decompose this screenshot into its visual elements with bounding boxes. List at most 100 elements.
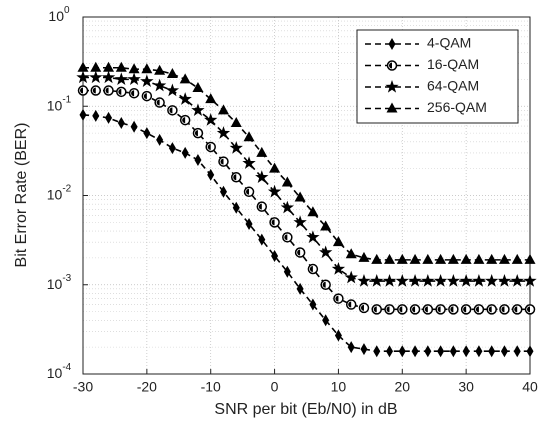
marker: [205, 141, 216, 153]
marker-shape: [488, 345, 496, 358]
marker: [360, 343, 368, 356]
marker-shape: [513, 345, 521, 358]
marker: [511, 304, 523, 315]
marker-shape: [166, 67, 178, 78]
marker-shape: [398, 345, 406, 358]
marker-shape: [409, 253, 421, 264]
marker: [358, 251, 370, 262]
marker-shape: [207, 143, 211, 150]
marker-shape: [433, 274, 448, 287]
y-tick-label: 10-3: [47, 272, 72, 291]
marker-shape: [527, 306, 530, 313]
marker: [307, 206, 319, 217]
marker: [271, 249, 279, 262]
marker-shape: [115, 61, 127, 72]
marker-shape: [76, 70, 90, 84]
marker-shape: [114, 72, 128, 86]
marker: [166, 67, 178, 78]
marker-shape: [246, 188, 250, 195]
marker: [498, 253, 510, 264]
marker: [229, 141, 243, 154]
marker: [243, 186, 255, 198]
marker-shape: [309, 298, 317, 311]
legend-label: 64-QAM: [427, 78, 479, 94]
marker: [194, 153, 202, 166]
marker: [281, 176, 293, 187]
marker: [384, 304, 395, 315]
x-tick-label: 10: [331, 379, 347, 395]
marker-shape: [182, 117, 186, 124]
marker-shape: [514, 306, 518, 313]
marker: [219, 185, 227, 198]
marker: [523, 274, 537, 287]
y-tick-base: 10: [47, 97, 63, 113]
marker-shape: [217, 104, 229, 115]
marker-shape: [141, 63, 153, 74]
marker: [101, 70, 116, 84]
marker-shape: [283, 265, 291, 278]
marker: [114, 72, 128, 86]
marker-shape: [169, 107, 173, 114]
marker-shape: [388, 38, 396, 50]
marker-shape: [130, 120, 138, 133]
marker-shape: [284, 234, 288, 241]
marker: [89, 70, 103, 84]
marker: [433, 274, 448, 287]
marker-shape: [472, 274, 486, 287]
marker: [395, 274, 409, 287]
marker-shape: [371, 253, 383, 264]
x-tick-label: 30: [458, 379, 474, 395]
marker-shape: [89, 70, 103, 84]
marker-shape: [92, 109, 100, 122]
marker: [347, 341, 355, 354]
marker-shape: [101, 70, 116, 84]
marker-shape: [306, 230, 320, 243]
legend-box: [356, 29, 519, 124]
marker: [167, 105, 178, 116]
marker-shape: [205, 93, 217, 104]
marker: [230, 116, 242, 127]
marker: [92, 109, 100, 122]
marker-shape: [79, 108, 87, 121]
marker: [408, 274, 422, 287]
marker-shape: [524, 253, 536, 264]
marker: [103, 61, 115, 72]
marker: [446, 274, 461, 287]
marker: [216, 126, 231, 139]
marker-shape: [322, 281, 326, 288]
marker-shape: [229, 141, 243, 154]
marker-shape: [447, 253, 459, 264]
x-axis-label: SNR per bit (Eb/N0) in dB: [214, 401, 397, 418]
marker-shape: [460, 253, 472, 264]
marker-shape: [485, 274, 499, 287]
marker-shape: [331, 262, 346, 275]
marker-shape: [179, 73, 191, 84]
marker: [411, 345, 419, 358]
marker-shape: [358, 251, 370, 262]
x-tick-label: -20: [137, 379, 157, 395]
marker-shape: [348, 301, 352, 308]
marker: [421, 274, 435, 287]
marker: [472, 274, 486, 287]
marker-shape: [396, 253, 408, 264]
marker: [204, 113, 218, 126]
marker-shape: [168, 142, 176, 155]
y-tick-label: 10-2: [47, 183, 72, 202]
marker-shape: [118, 88, 122, 95]
marker: [256, 201, 268, 212]
marker: [333, 293, 344, 304]
marker: [409, 253, 421, 264]
marker: [424, 345, 432, 358]
marker: [499, 304, 510, 315]
marker-shape: [143, 93, 147, 100]
marker: [79, 108, 87, 121]
marker: [294, 191, 306, 202]
marker: [128, 63, 140, 74]
marker: [475, 345, 483, 358]
marker: [140, 74, 154, 88]
marker-shape: [297, 249, 301, 256]
x-tick-label: -10: [201, 379, 221, 395]
marker: [320, 279, 331, 290]
marker: [486, 253, 498, 264]
marker: [154, 97, 165, 108]
